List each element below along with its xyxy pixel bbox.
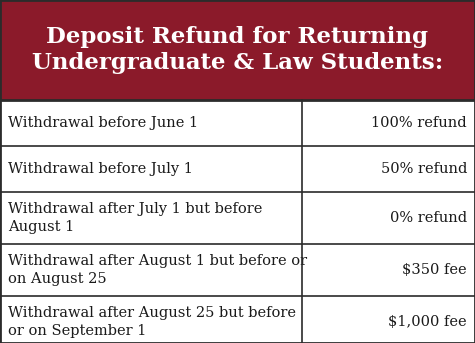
Bar — [0, 296, 475, 343]
Text: Withdrawal after July 1 but before
August 1: Withdrawal after July 1 but before Augus… — [8, 202, 262, 234]
Text: 100% refund: 100% refund — [371, 116, 467, 130]
Bar — [0, 100, 475, 146]
Text: 0% refund: 0% refund — [390, 211, 467, 225]
Bar — [0, 0, 475, 100]
Bar — [0, 244, 475, 296]
Text: 50% refund: 50% refund — [380, 162, 467, 176]
Text: Deposit Refund for Returning
Undergraduate & Law Students:: Deposit Refund for Returning Undergradua… — [32, 26, 443, 74]
Text: Withdrawal after August 1 but before or
on August 25: Withdrawal after August 1 but before or … — [8, 255, 307, 286]
Text: Withdrawal after August 25 but before
or on September 1: Withdrawal after August 25 but before or… — [8, 306, 296, 338]
Bar — [0, 192, 475, 244]
Bar — [0, 146, 475, 192]
Text: Withdrawal before July 1: Withdrawal before July 1 — [8, 162, 193, 176]
Text: Withdrawal before June 1: Withdrawal before June 1 — [8, 116, 198, 130]
Text: $1,000 fee: $1,000 fee — [389, 315, 467, 329]
Text: $350 fee: $350 fee — [402, 263, 467, 277]
